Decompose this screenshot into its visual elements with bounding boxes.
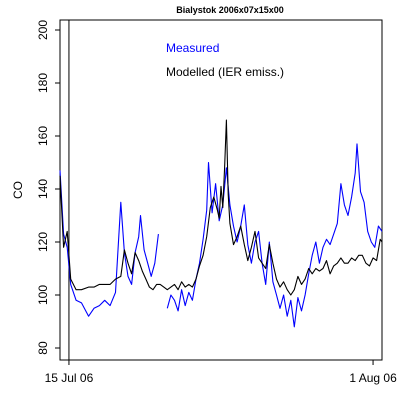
- y-tick-label: 160: [36, 126, 50, 146]
- x-axis: 15 Jul 06 1 Aug 06: [45, 360, 397, 385]
- legend-entry-measured: Measured: [166, 41, 219, 55]
- y-axis-label: CO: [11, 181, 25, 199]
- series-layer: [59, 119, 383, 328]
- x-tick-label: 1 Aug 06: [349, 371, 397, 385]
- series-line-measured-1: [166, 143, 383, 328]
- y-tick-label: 120: [36, 232, 50, 252]
- series-line-modelled-0: [59, 119, 383, 296]
- y-tick-label: 180: [36, 73, 50, 93]
- series-line-measured-0: [59, 170, 159, 317]
- x-tick-label: 15 Jul 06: [45, 371, 94, 385]
- y-tick-label: 140: [36, 179, 50, 199]
- y-tick-label: 100: [36, 285, 50, 305]
- chart-title: Bialystok 2006x07x15x00: [176, 5, 284, 15]
- y-axis: 80 100 120 140 160 180 200: [36, 20, 60, 355]
- y-tick-label: 200: [36, 20, 50, 40]
- legend: Measured Modelled (IER emiss.): [166, 41, 284, 79]
- legend-entry-modelled: Modelled (IER emiss.): [166, 65, 284, 79]
- plot-frame: [59, 19, 383, 361]
- y-tick-label: 80: [36, 341, 50, 355]
